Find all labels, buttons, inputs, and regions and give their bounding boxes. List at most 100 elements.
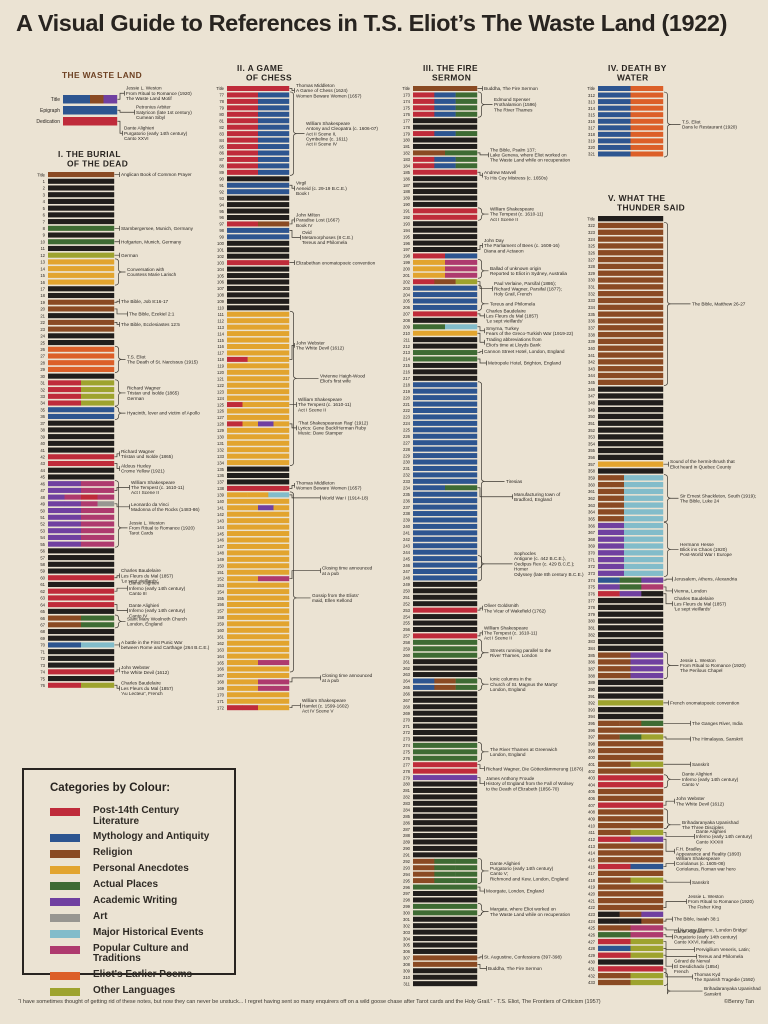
line-number: 168: [217, 680, 225, 685]
line-number: 40: [40, 441, 45, 446]
line-number: 421: [588, 898, 596, 903]
line-segment: [624, 536, 638, 542]
line-number: 119: [217, 364, 224, 369]
annotation-connector: [663, 861, 675, 867]
line-number: 38: [40, 428, 45, 433]
line-number: 319: [588, 139, 596, 144]
line-number: 97: [219, 222, 224, 227]
line-segment: [413, 446, 478, 452]
annotation-text: Coriolanus, Roman war hero: [676, 866, 736, 871]
line-number: 322: [588, 223, 596, 228]
annotation-text: James Anthony Froude: [486, 776, 535, 781]
line-number: 328: [588, 264, 596, 269]
line-segment: [455, 163, 478, 169]
line-number: 260: [403, 653, 411, 658]
line-segment: [227, 634, 290, 640]
annotation-text: Cumean Sibyl: [136, 115, 165, 120]
line-segment: [598, 945, 631, 952]
annotation-text: Act IV Scene V: [302, 709, 334, 714]
line-segment: [413, 156, 435, 162]
annotation-text: Les Fleurs du Mal (1857): [486, 314, 539, 319]
line-number: 211: [403, 337, 410, 342]
line-segment: [227, 221, 243, 227]
line-number: 200: [403, 267, 411, 272]
line-segment: [637, 543, 651, 549]
line-segment: [227, 402, 243, 408]
line-number: 174: [403, 99, 411, 104]
line-segment: [48, 481, 82, 487]
annotation-connector: [289, 184, 295, 191]
line-segment: [81, 481, 115, 487]
line-segment: [81, 622, 115, 628]
line-segment: [413, 948, 478, 954]
line-segment: [455, 105, 478, 111]
line-segment: [413, 388, 478, 394]
line-segment: [434, 858, 456, 864]
annotation-text: Act II Scene IV: [306, 142, 338, 147]
line-segment: [413, 465, 478, 471]
line-number: 418: [588, 878, 596, 883]
line-segment: [227, 266, 290, 272]
annotation-connector: [663, 972, 703, 995]
line-number: 221: [403, 402, 411, 407]
line-number: 348: [588, 400, 596, 405]
line-segment: [227, 356, 248, 362]
line-segment: [48, 494, 65, 500]
line-segment: [63, 106, 118, 115]
line-segment: [611, 536, 625, 542]
line-number: 58: [40, 562, 45, 567]
annotation-text: The White Devil (1612): [121, 670, 169, 675]
line-segment: [413, 240, 478, 246]
line-segment: [227, 660, 243, 666]
line-number: 422: [588, 905, 596, 910]
annotation-text: John Day: [484, 238, 504, 243]
annotation-text: The Parliament of Bees (c. 1608-16): [484, 243, 560, 248]
line-number: 159: [217, 622, 225, 627]
line-number: 298: [403, 898, 411, 903]
line-segment: [413, 478, 478, 484]
line-segment: [258, 131, 290, 137]
line-number: 151: [217, 570, 225, 575]
line-number: 203: [403, 286, 411, 291]
annotation-text: John Webster: [296, 340, 325, 345]
line-number: 23: [40, 327, 45, 332]
line-number: 375: [588, 585, 596, 590]
line-segment: [48, 615, 82, 621]
line-segment: [413, 607, 478, 613]
legend-label: Eliot's Earlier Poems: [93, 969, 193, 981]
annotation-text: Women Beware Women (1657): [296, 93, 362, 98]
line-number: 287: [403, 827, 411, 832]
annotation-text: at a pub: [322, 571, 339, 576]
line-segment: [413, 324, 446, 330]
line-segment: [413, 259, 446, 265]
line-number: 373: [588, 571, 596, 576]
line-segment: [413, 208, 478, 214]
annotation-text: Gérard de Nerval: [674, 959, 710, 964]
line-segment: [413, 253, 446, 259]
annotation-text: Aeneid (c. 29-19 B.C.E.): [296, 186, 347, 191]
line-number: 63: [40, 596, 45, 601]
line-segment: [598, 611, 664, 617]
line-segment: [242, 576, 259, 582]
line-segment: [227, 131, 259, 137]
annotation-text: Canto IV: [129, 613, 148, 618]
annotation-text: Book I: [296, 191, 309, 196]
line-segment: [630, 979, 664, 986]
line-number: 8: [43, 226, 46, 231]
annotation-connector: [477, 91, 493, 118]
line-number: 376: [588, 591, 596, 596]
line-segment: [598, 427, 664, 433]
annotation-text: Eliot heard in Quebec County: [670, 464, 732, 469]
line-segment: [227, 627, 290, 633]
line-segment: [598, 877, 631, 883]
annotation-text: Tristan und Isolde (1865): [121, 454, 173, 459]
line-segment: [63, 117, 118, 126]
line-segment: [227, 163, 259, 169]
line-segment: [624, 481, 638, 488]
line-number: 172: [217, 705, 225, 710]
annotation-text: Ovid: [302, 230, 312, 235]
line-segment: [611, 550, 625, 556]
line-segment: [413, 755, 478, 761]
line-segment: [598, 816, 664, 822]
line-segment: [434, 279, 456, 285]
